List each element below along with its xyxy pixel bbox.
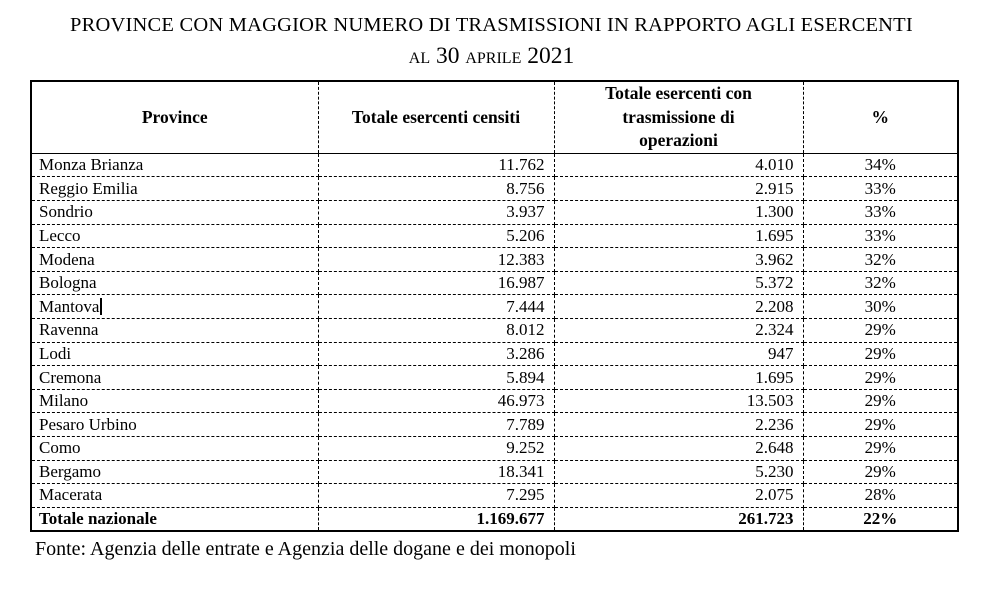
cell-province: Pesaro Urbino	[30, 412, 319, 437]
table-row: Cremona 5.894 1.695 29%	[30, 365, 959, 390]
column-header-province: Province	[30, 80, 319, 154]
province-table: Province Totale esercenti censiti Totale…	[30, 80, 959, 532]
cell-trasmissione: 2.648	[553, 436, 804, 461]
table-row: Sondrio 3.937 1.300 33%	[30, 200, 959, 225]
cell-province: Modena	[30, 247, 319, 272]
cell-province: Monza Brianza	[30, 152, 319, 178]
cell-percent: 33%	[802, 200, 959, 225]
cell-trasmissione: 2.915	[553, 176, 804, 202]
cell-total-percent: 22%	[802, 506, 959, 532]
cell-trasmissione: 1.695	[553, 365, 804, 390]
cell-total-censiti: 1.169.677	[317, 506, 555, 532]
cell-censiti: 5.206	[317, 223, 555, 249]
cell-total-label: Totale nazionale	[30, 506, 319, 532]
cell-censiti: 3.286	[317, 341, 555, 367]
cell-trasmissione: 2.236	[553, 412, 804, 437]
cell-province: Lodi	[30, 341, 319, 367]
table-row: Pesaro Urbino 7.789 2.236 29%	[30, 412, 959, 437]
cell-censiti: 16.987	[317, 270, 555, 296]
cell-trasmissione: 13.503	[553, 388, 804, 414]
cell-province: Bologna	[30, 270, 319, 296]
cell-trasmissione: 1.695	[553, 223, 804, 249]
table-row: Milano 46.973 13.503 29%	[30, 388, 959, 414]
column-header-censiti: Totale esercenti censiti	[317, 80, 555, 154]
cell-trasmissione: 3.962	[553, 247, 804, 272]
cell-percent: 29%	[802, 412, 959, 437]
cell-province: Bergamo	[30, 459, 319, 485]
cell-censiti: 3.937	[317, 200, 555, 225]
title-line-2: al 30 aprile 2021	[408, 42, 575, 69]
cell-province: Reggio Emilia	[30, 176, 319, 202]
cell-trasmissione: 5.230	[553, 459, 804, 485]
cell-censiti: 7.789	[317, 412, 555, 437]
table-total-row: Totale nazionale 1.169.677 261.723 22%	[30, 506, 959, 532]
table-row: Macerata 7.295 2.075 28%	[30, 483, 959, 508]
cell-percent: 29%	[802, 341, 959, 367]
document-title: PROVINCE CON MAGGIOR NUMERO DI TRASMISSI…	[0, 13, 983, 71]
title-line-1: PROVINCE CON MAGGIOR NUMERO DI TRASMISSI…	[70, 14, 913, 36]
column-header-percent: %	[802, 80, 959, 154]
cell-province: Como	[30, 436, 319, 461]
cell-percent: 32%	[802, 270, 959, 296]
source-note: Fonte: Agenzia delle entrate e Agenzia d…	[35, 537, 576, 560]
cell-censiti: 46.973	[317, 388, 555, 414]
cell-percent: 29%	[802, 365, 959, 390]
cell-province: Mantova	[30, 294, 319, 320]
table-row: Modena 12.383 3.962 32%	[30, 247, 959, 272]
cell-censiti: 9.252	[317, 436, 555, 461]
cell-percent: 30%	[802, 294, 959, 320]
cell-province-text: Mantova	[39, 296, 100, 316]
column-header-trasmissione: Totale esercenti con trasmissione di ope…	[553, 80, 804, 154]
cell-percent: 33%	[802, 223, 959, 249]
cell-censiti: 8.756	[317, 176, 555, 202]
table-row: Reggio Emilia 8.756 2.915 33%	[30, 176, 959, 202]
cell-province: Milano	[30, 388, 319, 414]
table-row: Bergamo 18.341 5.230 29%	[30, 459, 959, 485]
cell-percent: 28%	[802, 483, 959, 508]
cell-percent: 29%	[802, 436, 959, 461]
cell-trasmissione: 4.010	[553, 152, 804, 178]
cell-censiti: 8.012	[317, 318, 555, 343]
cell-censiti: 7.295	[317, 483, 555, 508]
cell-trasmissione: 2.208	[553, 294, 804, 320]
cell-province: Lecco	[30, 223, 319, 249]
table-row: Mantova 7.444 2.208 30%	[30, 294, 959, 320]
table-row: Como 9.252 2.648 29%	[30, 436, 959, 461]
table-header-row: Province Totale esercenti censiti Totale…	[30, 80, 959, 154]
table-row: Lodi 3.286 947 29%	[30, 341, 959, 367]
cell-province: Sondrio	[30, 200, 319, 225]
table-row: Ravenna 8.012 2.324 29%	[30, 318, 959, 343]
cell-province: Ravenna	[30, 318, 319, 343]
cell-province: Macerata	[30, 483, 319, 508]
cell-censiti: 12.383	[317, 247, 555, 272]
cell-province: Cremona	[30, 365, 319, 390]
cell-censiti: 7.444	[317, 294, 555, 320]
cell-censiti: 5.894	[317, 365, 555, 390]
table-row: Lecco 5.206 1.695 33%	[30, 223, 959, 249]
table-row: Monza Brianza 11.762 4.010 34%	[30, 152, 959, 178]
cell-percent: 33%	[802, 176, 959, 202]
cell-trasmissione: 2.324	[553, 318, 804, 343]
cell-trasmissione: 947	[553, 341, 804, 367]
cell-percent: 32%	[802, 247, 959, 272]
cell-percent: 34%	[802, 152, 959, 178]
cell-censiti: 18.341	[317, 459, 555, 485]
cell-censiti: 11.762	[317, 152, 555, 178]
cell-trasmissione: 2.075	[553, 483, 804, 508]
cell-trasmissione: 1.300	[553, 200, 804, 225]
cell-percent: 29%	[802, 388, 959, 414]
cell-trasmissione: 5.372	[553, 270, 804, 296]
cell-percent: 29%	[802, 459, 959, 485]
cell-percent: 29%	[802, 318, 959, 343]
text-caret	[100, 297, 102, 315]
table-row: Bologna 16.987 5.372 32%	[30, 270, 959, 296]
cell-total-trasmissione: 261.723	[553, 506, 804, 532]
